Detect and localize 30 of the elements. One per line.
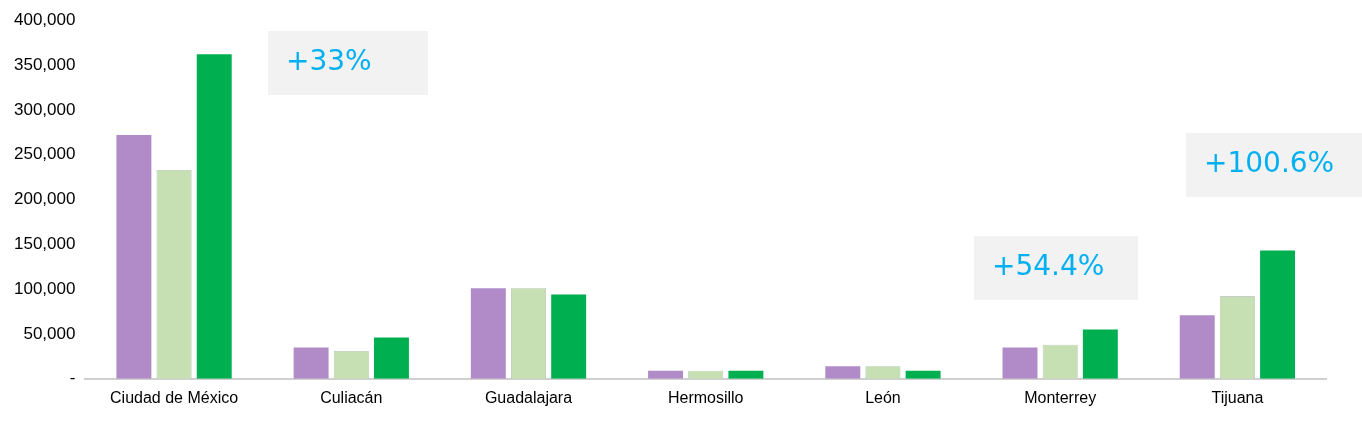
- y-tick-label: 150,000: [14, 234, 76, 254]
- y-tick-label: 400,000: [14, 9, 76, 29]
- y-tick-label: 50,000: [23, 323, 76, 343]
- y-tick-label: 100,000: [14, 278, 76, 298]
- y-tick-label: 200,000: [14, 189, 76, 209]
- x-tick-label: Culiacán: [320, 388, 383, 406]
- bar: [293, 347, 329, 379]
- bar: [1179, 315, 1215, 379]
- y-tick-label: 300,000: [14, 99, 76, 119]
- x-tick-label: Tijuana: [1211, 388, 1264, 406]
- x-tick-label: Ciudad de México: [110, 388, 239, 406]
- bar: [551, 294, 587, 379]
- bar: [1082, 329, 1118, 379]
- bar: [1260, 250, 1296, 379]
- bar: [116, 134, 152, 379]
- y-tick-label: -: [69, 368, 76, 388]
- annotation: +54.4%: [992, 249, 1105, 283]
- bar: [196, 54, 232, 379]
- y-tick-label: 350,000: [14, 54, 76, 74]
- y-tick-label: 250,000: [14, 144, 76, 164]
- annotation: +33%: [286, 44, 372, 78]
- x-tick-label: Hermosillo: [667, 388, 744, 406]
- x-tick-label: Guadalajara: [484, 388, 573, 406]
- x-tick-label: León: [865, 388, 901, 406]
- bar: [825, 366, 861, 379]
- bar: [470, 288, 506, 379]
- bar: [1002, 347, 1038, 379]
- x-tick-label: Monterrey: [1024, 388, 1097, 406]
- bar: [373, 337, 409, 379]
- annotation: +100.6%: [1204, 146, 1335, 180]
